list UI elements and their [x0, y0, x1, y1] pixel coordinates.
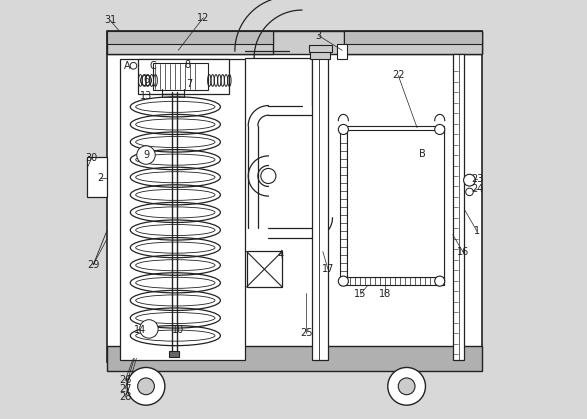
Text: 31: 31: [104, 15, 116, 25]
Text: 22: 22: [392, 70, 404, 80]
Text: 26: 26: [119, 375, 131, 385]
Bar: [340, 130, 347, 285]
Circle shape: [388, 367, 426, 405]
Text: 1: 1: [474, 226, 480, 236]
Text: 16: 16: [457, 247, 470, 257]
Bar: [139, 59, 228, 94]
Text: 7: 7: [187, 79, 193, 89]
Bar: [107, 31, 272, 54]
Circle shape: [137, 378, 154, 395]
Text: C: C: [150, 61, 157, 71]
Bar: [436, 130, 444, 285]
Text: 3: 3: [316, 31, 322, 41]
Bar: [347, 130, 444, 277]
Bar: [311, 50, 330, 59]
Text: 25: 25: [300, 328, 312, 338]
Circle shape: [338, 276, 349, 286]
Circle shape: [465, 188, 473, 196]
Bar: [120, 59, 245, 360]
Text: 13: 13: [140, 91, 152, 101]
Bar: [344, 31, 482, 54]
Bar: [107, 31, 482, 54]
Text: 27: 27: [119, 384, 131, 394]
Text: 18: 18: [379, 289, 391, 299]
Text: B: B: [419, 149, 426, 159]
Text: 29: 29: [87, 260, 99, 270]
Text: 17: 17: [322, 264, 334, 274]
Text: 9: 9: [143, 150, 149, 160]
Circle shape: [140, 320, 158, 338]
Text: 10: 10: [172, 325, 184, 335]
Circle shape: [140, 75, 151, 86]
Text: 14: 14: [134, 325, 147, 335]
Bar: [153, 63, 208, 90]
Text: 30: 30: [86, 153, 97, 163]
Bar: [309, 45, 332, 52]
Bar: [338, 44, 347, 59]
Circle shape: [127, 367, 165, 405]
Bar: [247, 251, 282, 287]
Bar: [340, 126, 444, 133]
Circle shape: [338, 124, 349, 134]
Bar: [340, 277, 444, 285]
Circle shape: [435, 124, 445, 134]
Circle shape: [435, 276, 445, 286]
Text: 8: 8: [185, 60, 191, 70]
Text: 6: 6: [143, 75, 149, 85]
Text: 23: 23: [472, 174, 484, 184]
Bar: [107, 31, 272, 44]
Text: 28: 28: [119, 392, 131, 402]
Bar: [312, 54, 328, 360]
Text: 4: 4: [278, 250, 284, 260]
Text: 15: 15: [355, 289, 367, 299]
Bar: [170, 351, 178, 357]
Bar: [107, 346, 482, 371]
Bar: [87, 157, 107, 197]
Bar: [107, 31, 482, 362]
Circle shape: [130, 62, 137, 69]
Circle shape: [137, 146, 155, 164]
Circle shape: [261, 168, 276, 184]
Text: 12: 12: [197, 13, 210, 23]
Circle shape: [464, 174, 475, 186]
Circle shape: [398, 378, 415, 395]
Text: 2: 2: [97, 173, 103, 183]
Text: 24: 24: [472, 184, 484, 194]
Bar: [453, 54, 464, 360]
Text: A: A: [124, 61, 130, 71]
Bar: [344, 31, 482, 44]
